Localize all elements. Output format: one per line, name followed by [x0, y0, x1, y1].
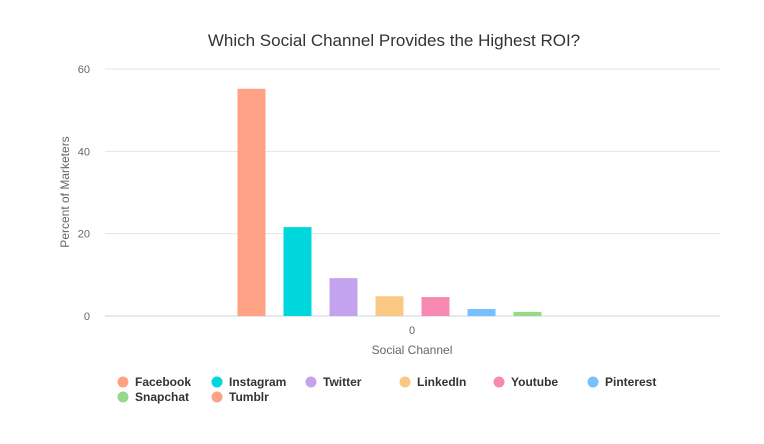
legend-marker [117, 391, 129, 403]
legend-item-tumblr[interactable]: Tumblr [211, 390, 270, 404]
y-axis-label: Percent of Marketers [58, 136, 72, 247]
x-axis-label: Social Channel [372, 343, 453, 357]
legend-marker [493, 376, 505, 388]
legend-label: Instagram [229, 375, 286, 389]
legend-item-linkedin[interactable]: LinkedIn [399, 375, 467, 389]
legend-item-twitter[interactable]: Twitter [305, 375, 362, 389]
legend-label: Snapchat [135, 390, 189, 404]
bar-instagram[interactable] [283, 227, 312, 316]
legend-marker [305, 376, 317, 388]
legend-item-pinterest[interactable]: Pinterest [587, 375, 657, 389]
legend-label: LinkedIn [417, 375, 466, 389]
legend-item-snapchat[interactable]: Snapchat [117, 390, 190, 404]
legend-marker [399, 376, 411, 388]
legend-marker [587, 376, 599, 388]
bar-pinterest[interactable] [467, 309, 496, 316]
y-tick-label: 60 [78, 64, 90, 76]
bar-facebook[interactable] [237, 88, 266, 316]
legend-marker [211, 391, 223, 403]
legend-item-youtube[interactable]: Youtube [493, 375, 559, 389]
x-tick-label: 0 [409, 325, 415, 337]
bar-snapchat[interactable] [513, 311, 542, 316]
y-tick-label: 20 [78, 229, 90, 241]
bar-twitter[interactable] [329, 278, 358, 316]
bar-youtube[interactable] [421, 297, 450, 316]
legend-item-instagram[interactable]: Instagram [211, 375, 287, 389]
legend-label: Tumblr [229, 390, 269, 404]
y-tick-label: 40 [78, 146, 90, 158]
y-tick-label: 0 [84, 311, 90, 323]
legend-label: Pinterest [605, 375, 656, 389]
legend-label: Youtube [511, 375, 558, 389]
legend-marker [211, 376, 223, 388]
bar-linkedin[interactable] [375, 296, 404, 316]
legend-label: Facebook [135, 375, 191, 389]
legend-item-facebook[interactable]: Facebook [117, 375, 192, 389]
legend-label: Twitter [323, 375, 362, 389]
legend-marker [117, 376, 129, 388]
chart-title: Which Social Channel Provides the Highes… [208, 31, 580, 50]
